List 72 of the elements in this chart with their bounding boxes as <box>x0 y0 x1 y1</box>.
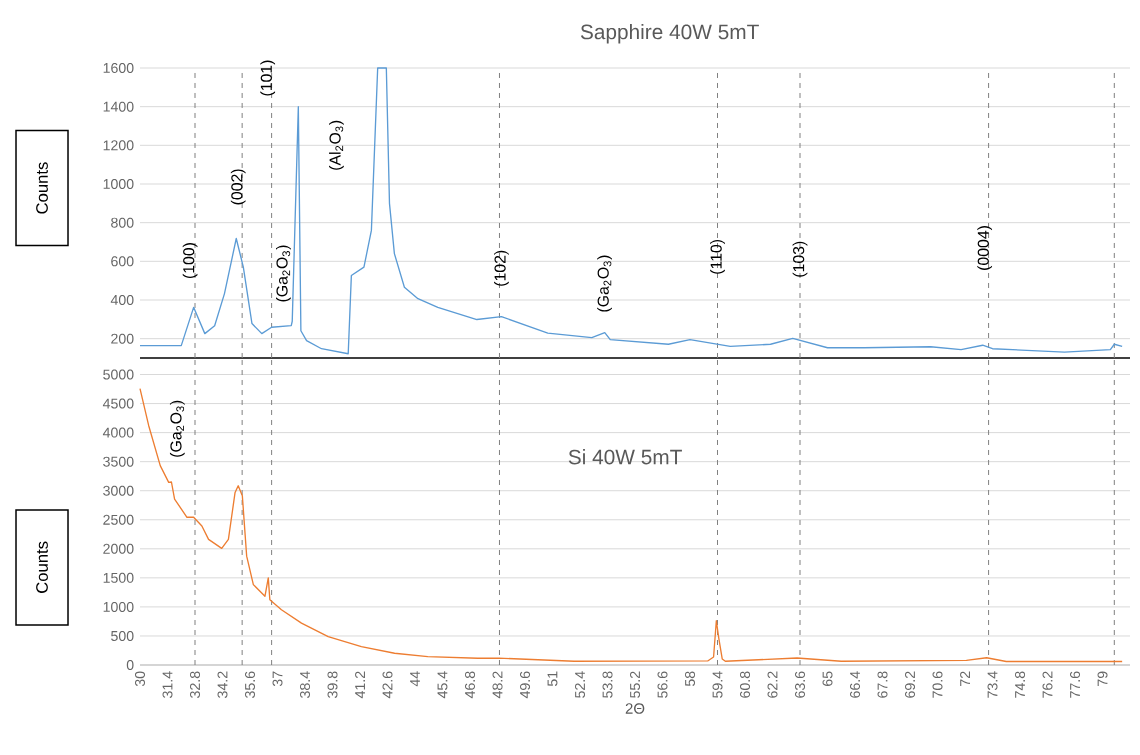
x-tick-label: 79 <box>1097 671 1108 686</box>
y-tick-label: 600 <box>111 256 134 267</box>
annotation: (103) <box>792 241 808 277</box>
y-tick-label: 3000 <box>103 485 134 496</box>
annotation: (002) <box>230 169 246 205</box>
x-tick-label: 72 <box>960 671 970 686</box>
x-tick-label: 45.4 <box>437 671 448 699</box>
annotation: (102) <box>494 250 509 286</box>
annotation: (100) <box>182 243 198 279</box>
x-tick-label: 56.6 <box>657 671 668 698</box>
x-tick-label: 49.6 <box>520 671 531 699</box>
y-tick-label: 0 <box>126 660 134 671</box>
x-tick-label: 76.2 <box>1042 671 1053 698</box>
y-tick-label: 1400 <box>103 101 134 112</box>
y-tick-label: 800 <box>111 217 134 228</box>
x-tick-label: 46.8 <box>465 671 476 699</box>
x-tick-label: 31.4 <box>162 671 173 698</box>
y-tick-label: 500 <box>111 630 134 641</box>
y-tick-label: 1500 <box>103 572 134 583</box>
annotation: (110) <box>710 239 725 274</box>
y-tick-label: 1000 <box>103 178 134 189</box>
x-tick-label: 42.6 <box>382 671 393 699</box>
line-series <box>139 387 1123 663</box>
x-tick-label: 39.8 <box>327 671 338 698</box>
y-tick-label: 1000 <box>103 601 134 612</box>
x-tick-label: 55.2 <box>630 671 641 698</box>
x-tick-label: 35.6 <box>245 671 256 698</box>
annotation: (Ga$_{2}$O$_{3}$) <box>597 255 612 312</box>
x-tick-label: 67.8 <box>877 671 888 698</box>
x-tick-label: 34.2 <box>217 671 228 698</box>
x-tick-label: 77.6 <box>1070 671 1081 698</box>
x-tick-label: 63.6 <box>795 671 806 698</box>
annotation: (Ga$_{2}$O$_{3}$) <box>276 245 291 302</box>
y-tick-label: 5000 <box>103 369 134 380</box>
x-tick-label: 30 <box>135 671 146 687</box>
y-axis-title: Counts <box>36 162 48 214</box>
x-tick-label: 65 <box>822 671 833 686</box>
x-tick-label: 41.2 <box>355 671 365 699</box>
x-tick-label: 59.4 <box>712 671 723 698</box>
x-tick-label: 58 <box>685 671 696 687</box>
x-tick-label: 37 <box>272 671 283 687</box>
x-tick-label: 44 <box>410 671 420 687</box>
y-tick-label: 1200 <box>103 140 134 151</box>
annotation: (Ga$_{2}$O$_{3}$) <box>169 400 185 457</box>
x-tick-label: 74.8 <box>1015 671 1026 698</box>
x-tick-label: 32.8 <box>190 671 201 698</box>
text: Si 40W 5mT <box>568 449 682 465</box>
y-tick-label: 2000 <box>103 543 134 554</box>
annotation: (101) <box>260 60 276 96</box>
x-tick-label: 52.4 <box>575 671 586 698</box>
x-tick-label: 66.4 <box>850 671 861 698</box>
x-tick-label: 48.2 <box>492 671 503 699</box>
x-tick-label: 73.4 <box>987 671 998 698</box>
x-tick-label: 38.4 <box>300 671 311 698</box>
x-tick-label: 70.6 <box>932 671 943 698</box>
y-tick-label: 4500 <box>102 398 134 409</box>
y-tick-label: 4000 <box>102 427 134 438</box>
x-tick-label: 60.8 <box>740 671 751 698</box>
y-tick-label: 400 <box>110 294 134 305</box>
y-tick-label: 3500 <box>103 456 134 467</box>
y-tick-label: 200 <box>111 333 134 344</box>
y-axis-title: Counts <box>36 541 48 593</box>
chart-title: Sapphire 40W 5mT <box>580 23 759 44</box>
x-axis-title: 2Θ <box>625 703 645 714</box>
x-tick-label: 53.8 <box>602 671 613 698</box>
y-tick-label: 2500 <box>103 514 134 525</box>
x-tick-label: 51 <box>547 671 558 687</box>
annotation: (Al$_{2}$O$_{3}$) <box>329 120 344 170</box>
x-tick-label: 62.2 <box>767 671 778 698</box>
x-tick-label: 69.2 <box>905 671 916 698</box>
annotation: (0004) <box>977 226 993 270</box>
y-tick-label: 1600 <box>103 62 134 73</box>
